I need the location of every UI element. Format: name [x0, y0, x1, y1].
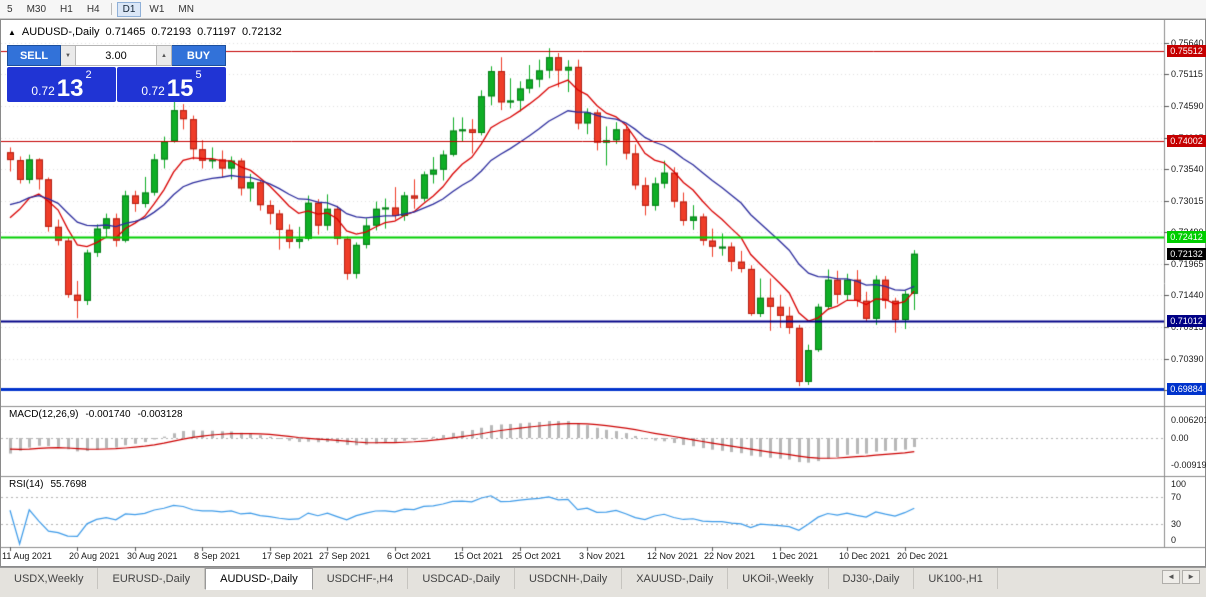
timeframe-button-h1[interactable]: H1: [60, 3, 73, 15]
rsi-value: 55.7698: [50, 479, 87, 490]
price-axis-tick: 0.74590: [1171, 101, 1204, 111]
level-price-label: 0.75512: [1167, 45, 1206, 57]
chart-header: ▲ AUDUSD-,Daily 0.71465 0.72193 0.71197 …: [8, 26, 282, 38]
tab-usdchf-h4[interactable]: USDCHF-,H4: [313, 568, 409, 589]
ohlc-close: 0.72132: [242, 26, 282, 38]
ask-price-prefix: 0.72: [141, 84, 165, 98]
tab-usdx-weekly[interactable]: USDX,Weekly: [0, 568, 99, 589]
timeframe-button-5[interactable]: 5: [7, 3, 13, 15]
ohlc-open: 0.71465: [105, 26, 146, 38]
tab-uk100-h1[interactable]: UK100-,H1: [914, 568, 998, 589]
date-axis-label: 8 Sep 2021: [194, 551, 241, 561]
macd-axis-label: -0.00919: [1171, 460, 1206, 470]
timeframe-toolbar: 5 M30 H1 H4 D1 W1 MN: [0, 0, 1206, 19]
rsi-axis-label: 100: [1171, 479, 1187, 489]
timeframe-button-mn[interactable]: MN: [178, 3, 194, 15]
date-axis-label: 15 Oct 2021: [454, 551, 504, 561]
timeframe-button-w1[interactable]: W1: [149, 3, 165, 15]
chart-window: ▲ AUDUSD-,Daily 0.71465 0.72193 0.71197 …: [0, 19, 1206, 567]
tab-usdcad-daily[interactable]: USDCAD-,Daily: [408, 568, 515, 589]
chart-tab-bar: USDX,Weekly EURUSD-,Daily AUDUSD-,Daily USD…: [0, 567, 1206, 597]
chart-tabs: USDX,Weekly EURUSD-,Daily AUDUSD-,Daily USD…: [0, 568, 998, 590]
macd-indicator-title: MACD(12,26,9) -0.001740 -0.003128: [9, 409, 183, 420]
date-axis-label: 20 Dec 2021: [897, 551, 949, 561]
date-axis-label: 1 Dec 2021: [772, 551, 819, 561]
ask-price-pipette: 5: [195, 69, 202, 81]
buy-button[interactable]: BUY: [172, 45, 226, 66]
price-axis-tick: 0.73015: [1171, 196, 1204, 206]
volume-decrease-button[interactable]: ▼: [61, 45, 76, 66]
chart-canvas[interactable]: [1, 20, 1205, 566]
rsi-axis-label: 0: [1171, 535, 1177, 545]
timeframe-button-d1[interactable]: D1: [116, 1, 142, 17]
ask-price-panel[interactable]: 0.72 15 5: [117, 67, 226, 102]
macd-axis-label: 0.006201: [1171, 415, 1206, 425]
rsi-axis-label: 30: [1171, 519, 1182, 529]
volume-input[interactable]: 3.00: [76, 45, 157, 66]
level-price-label: 0.72412: [1167, 231, 1206, 243]
one-click-trading-panel: SELL ▼ 3.00 ▲ BUY 0.72 13 2 0.72 15 5: [7, 45, 226, 102]
timeframe-button-h4[interactable]: H4: [86, 3, 100, 15]
ohlc-low: 0.71197: [197, 26, 237, 38]
tab-ukoil-weekly[interactable]: UKOil-,Weekly: [728, 568, 829, 589]
volume-increase-button[interactable]: ▲: [157, 45, 172, 66]
date-axis-label: 20 Aug 2021: [69, 551, 120, 561]
macd-main-value: -0.001740: [85, 409, 131, 420]
tab-audusd-daily[interactable]: AUDUSD-,Daily: [205, 568, 313, 590]
chart-shift-marker-icon: ▲: [8, 27, 16, 37]
tab-eurusd-daily[interactable]: EURUSD-,Daily: [98, 568, 206, 589]
date-axis-label: 17 Sep 2021: [262, 551, 314, 561]
level-price-label: 0.69884: [1167, 383, 1206, 395]
chart-symbol-label: AUDUSD-,Daily: [21, 26, 100, 38]
date-axis-label: 6 Oct 2021: [387, 551, 432, 561]
bid-price-pipette: 2: [85, 69, 92, 81]
rsi-title: RSI(14): [9, 479, 44, 490]
date-axis-label: 27 Sep 2021: [319, 551, 371, 561]
macd-signal-value: -0.003128: [137, 409, 183, 420]
tab-scroll-right-icon[interactable]: ►: [1182, 570, 1200, 584]
macd-title: MACD(12,26,9): [9, 409, 79, 420]
price-axis-tick: 0.70390: [1171, 354, 1204, 364]
current-price-label: 0.72132: [1167, 248, 1206, 260]
tab-usdcnh-daily[interactable]: USDCNH-,Daily: [515, 568, 623, 589]
ask-price-big: 15: [166, 74, 194, 102]
price-axis-tick: 0.75640: [1171, 38, 1204, 48]
date-axis-label: 22 Nov 2021: [704, 551, 756, 561]
tab-dj30-daily[interactable]: DJ30-,Daily: [829, 568, 915, 589]
tab-scroll-buttons: ◄ ►: [1156, 568, 1206, 586]
date-axis-label: 25 Oct 2021: [512, 551, 562, 561]
date-axis-label: 3 Nov 2021: [579, 551, 626, 561]
tab-xauusd-daily[interactable]: XAUUSD-,Daily: [622, 568, 729, 589]
price-axis-tick: 0.71440: [1171, 290, 1204, 300]
macd-axis-label: 0.00: [1171, 433, 1189, 443]
level-price-label: 0.74002: [1167, 135, 1206, 147]
timeframe-button-m30[interactable]: M30: [26, 3, 47, 15]
bid-price-panel[interactable]: 0.72 13 2: [7, 67, 116, 102]
date-axis-label: 30 Aug 2021: [127, 551, 178, 561]
tab-scroll-left-icon[interactable]: ◄: [1162, 570, 1181, 584]
bid-price-prefix: 0.72: [31, 84, 55, 98]
date-axis-label: 12 Nov 2021: [647, 551, 699, 561]
ohlc-high: 0.72193: [151, 26, 192, 38]
date-axis-label: 10 Dec 2021: [839, 551, 891, 561]
price-axis-tick: 0.73540: [1171, 164, 1204, 174]
rsi-indicator-title: RSI(14) 55.7698: [9, 479, 87, 490]
price-axis-tick: 0.75115: [1171, 69, 1203, 79]
price-axis-tick: 0.71965: [1171, 259, 1204, 269]
rsi-axis-label: 70: [1171, 492, 1182, 502]
toolbar-separator: [110, 3, 112, 15]
sell-button[interactable]: SELL: [7, 45, 61, 66]
price-axis-tick: 0.70915: [1171, 322, 1204, 332]
date-axis-label: 11 Aug 2021: [2, 551, 52, 561]
level-price-label: 0.71012: [1167, 315, 1206, 327]
bid-price-big: 13: [56, 74, 84, 102]
